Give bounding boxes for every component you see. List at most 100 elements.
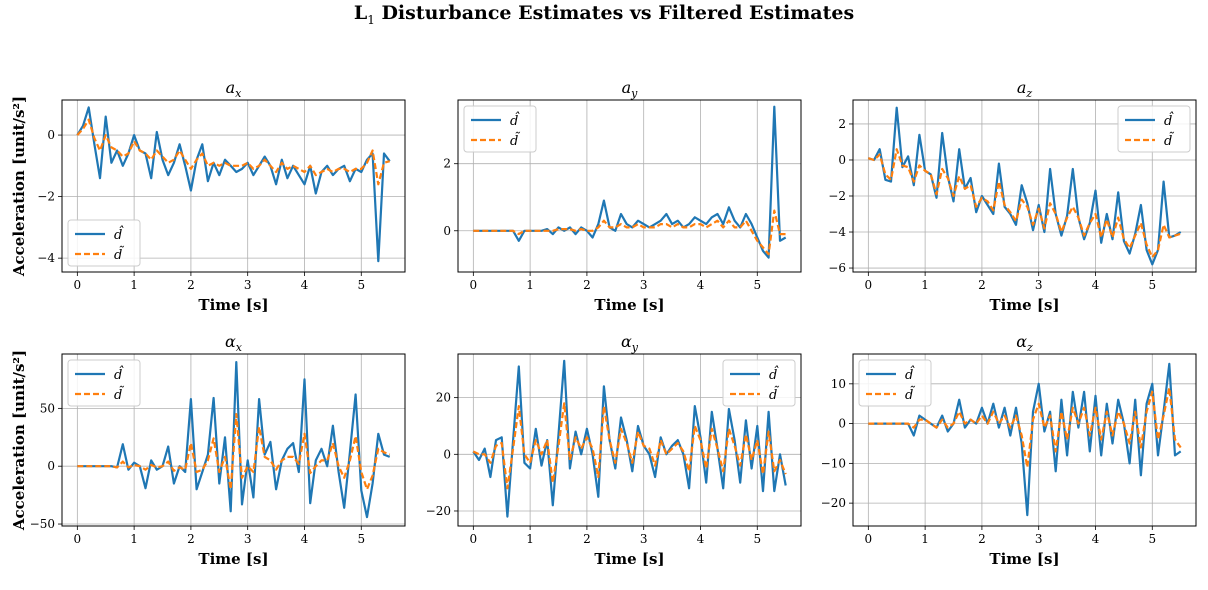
x-axis-label: Time [s]: [594, 550, 664, 568]
legend-label: d̃: [905, 386, 915, 403]
subplot-title-subscript: x: [236, 341, 243, 354]
subplot-1: 0 1 2 3 4 5 −4 −2 0 ax Time [s] Acceleration [unit/…: [10, 78, 406, 314]
y-tick-label: 20: [436, 391, 451, 405]
x-tick-label: 5: [753, 278, 761, 292]
x-tick-label: 1: [526, 532, 534, 546]
y-axis-label: Acceleration [unit/s²]: [10, 96, 28, 277]
legend: d̂ d̃: [463, 105, 537, 153]
y-tick-label: −2: [828, 189, 846, 203]
y-axis-label: Acceleration [unit/s²]: [10, 350, 28, 531]
series-filtered-line: [868, 386, 1182, 469]
x-tick-label: 3: [640, 532, 648, 546]
y-tick-label: −50: [30, 517, 55, 531]
x-tick-label: 3: [640, 278, 648, 292]
y-tick-label: 10: [831, 377, 846, 391]
x-tick-label: 2: [583, 532, 591, 546]
series-estimate-line: [868, 362, 1182, 517]
subplot-5: 0 1 2 3 4 5 −20 0 20 αy Time [s] d̂ d̃: [426, 332, 802, 568]
x-tick-label: 3: [244, 278, 252, 292]
x-tick-label: 4: [697, 532, 705, 546]
legend-label: d̃: [769, 386, 779, 403]
x-tick-label: 2: [583, 278, 591, 292]
x-tick-label: 1: [526, 278, 534, 292]
legend-box: [67, 359, 141, 407]
legend-label: d̂: [1164, 111, 1174, 129]
x-tick-label: 0: [74, 278, 82, 292]
legend: d̂ d̃: [858, 359, 932, 407]
y-tick-label: −4: [828, 225, 846, 239]
subplot-title: ax: [226, 78, 243, 100]
legend: d̂ d̃: [1117, 105, 1191, 153]
x-tick-label: 1: [130, 278, 138, 292]
figure-title: L1 Disturbance Estimates vs Filtered Est…: [0, 2, 1208, 27]
y-tick-label: −6: [828, 261, 846, 275]
series-estimate-line: [473, 105, 787, 259]
subplot-title-subscript: y: [630, 87, 638, 100]
series-group: [472, 359, 787, 518]
axes-frame: [61, 353, 406, 527]
y-tick-label: −20: [426, 504, 451, 518]
series-estimate-line: [867, 106, 1182, 266]
y-tick-label: −4: [37, 251, 55, 265]
x-tick-label: 0: [865, 532, 873, 546]
title-subscript: 1: [367, 12, 375, 27]
subplot-title-subscript: z: [1025, 87, 1032, 100]
title-prefix: L: [353, 2, 368, 24]
subplot-3: 0 1 2 3 4 5 −6 −4 −2 0 2 az Time [s] d̂ d̃: [828, 78, 1197, 314]
series-group: [473, 105, 787, 259]
x-tick-label: 5: [357, 278, 365, 292]
title-rest: Disturbance Estimates vs Filtered Estima…: [374, 2, 855, 24]
x-tick-label: 5: [1148, 278, 1156, 292]
legend-label: d̃: [510, 132, 520, 149]
x-tick-label: 0: [470, 278, 478, 292]
subplot-title-subscript: z: [1026, 341, 1033, 354]
x-tick-label: 4: [301, 278, 309, 292]
x-tick-label: 1: [921, 278, 929, 292]
legend-label: d̂: [905, 365, 915, 383]
series-filtered-line: [76, 118, 390, 186]
legend-label: d̂: [510, 111, 520, 129]
axes-frame: [457, 99, 802, 273]
subplot-title: αz: [1016, 332, 1033, 354]
y-tick-label: 0: [47, 459, 55, 473]
series-group: [868, 362, 1182, 517]
x-tick-label: 5: [1148, 532, 1156, 546]
legend: d̂ d̃: [67, 359, 141, 407]
series-group: [77, 361, 391, 519]
x-tick-label: 1: [921, 532, 929, 546]
y-tick-label: 2: [443, 157, 451, 171]
x-axis-label: Time [s]: [198, 550, 268, 568]
legend-label: d̃: [114, 386, 124, 403]
series-filtered-line: [867, 148, 1182, 259]
axes-frame: [457, 353, 802, 527]
x-axis-label: Time [s]: [989, 296, 1059, 314]
x-tick-label: 4: [301, 532, 309, 546]
series-filtered-line: [473, 209, 786, 256]
legend-box: [722, 359, 796, 407]
x-axis-label: Time [s]: [594, 296, 664, 314]
x-tick-label: 2: [978, 278, 986, 292]
legend-label: d̃: [1164, 132, 1174, 149]
legend-label: d̂: [114, 365, 124, 383]
y-tick-label: −2: [37, 190, 55, 204]
legend-label: d̂: [114, 225, 124, 243]
legend-label: d̃: [114, 246, 124, 263]
subplot-title: ay: [622, 78, 639, 100]
legend-box: [463, 105, 537, 153]
y-tick-label: 0: [47, 128, 55, 142]
x-tick-label: 3: [1035, 532, 1043, 546]
subplot-title-subscript: y: [631, 341, 639, 354]
x-tick-label: 0: [865, 278, 873, 292]
legend: d̂ d̃: [67, 219, 141, 267]
x-tick-label: 5: [357, 532, 365, 546]
x-axis-label: Time [s]: [989, 550, 1059, 568]
y-tick-label: −10: [821, 456, 846, 470]
subplot-title: αx: [225, 332, 243, 354]
x-tick-label: 0: [74, 532, 82, 546]
x-axis-label: Time [s]: [198, 296, 268, 314]
subplot-title-subscript: x: [235, 87, 242, 100]
y-tick-label: −20: [821, 496, 846, 510]
axes-frame: [852, 99, 1197, 273]
series-filtered-line: [472, 402, 787, 490]
